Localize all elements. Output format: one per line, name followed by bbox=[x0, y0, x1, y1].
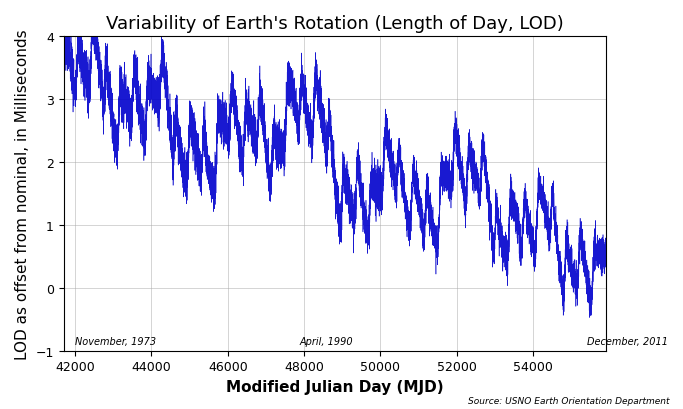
Text: Source: USNO Earth Orientation Department: Source: USNO Earth Orientation Departmen… bbox=[468, 396, 669, 405]
Text: April, 1990: April, 1990 bbox=[300, 336, 354, 346]
Text: November, 1973: November, 1973 bbox=[75, 336, 156, 346]
Text: December, 2011: December, 2011 bbox=[587, 336, 667, 346]
Y-axis label: LOD as offset from nominal, in Milliseconds: LOD as offset from nominal, in Milliseco… bbox=[15, 29, 30, 359]
Title: Variability of Earth's Rotation (Length of Day, LOD): Variability of Earth's Rotation (Length … bbox=[106, 15, 563, 33]
X-axis label: Modified Julian Day (MJD): Modified Julian Day (MJD) bbox=[226, 379, 443, 394]
